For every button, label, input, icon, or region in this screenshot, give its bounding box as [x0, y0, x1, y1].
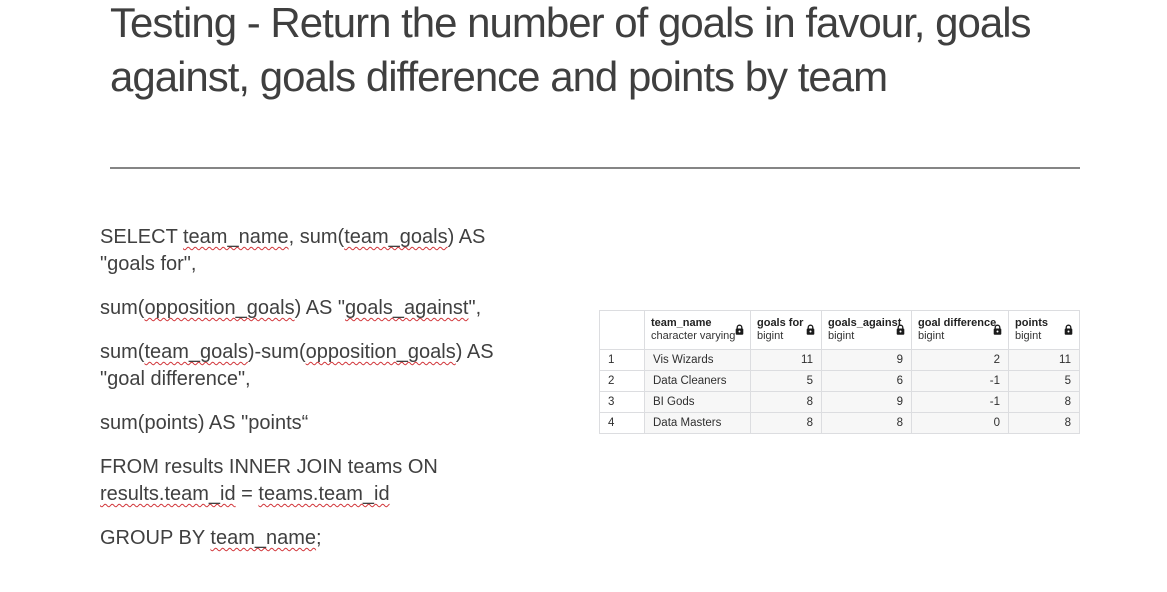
data-cell: Vis Wizards: [644, 349, 751, 371]
table-row: 2 Data Cleaners 5 6 -1 5: [599, 370, 1080, 392]
row-number-cell: 4: [599, 412, 645, 434]
data-cell: 6: [821, 370, 912, 392]
sql-paragraph: FROM results INNER JOIN teams ON results…: [100, 454, 536, 508]
sql-paragraph: sum(points) AS "points“: [100, 410, 536, 437]
result-table: team_name character varying goals for bigin…: [599, 310, 1080, 434]
sql-paragraph: SELECT team_name, sum(team_goals) AS "go…: [100, 224, 536, 278]
data-cell: 2: [911, 349, 1009, 371]
data-cell: BI Gods: [644, 391, 751, 413]
lock-icon: [806, 324, 815, 335]
sql-paragraph: sum(team_goals)-sum(opposition_goals) AS…: [100, 339, 536, 393]
row-number-cell: 3: [599, 391, 645, 413]
column-type: bigint: [757, 330, 784, 342]
sql-token: )-sum(: [247, 341, 306, 363]
sql-query-text: SELECT team_name, sum(team_goals) AS "go…: [100, 224, 536, 569]
misspelled-token: opposition_goals: [144, 297, 295, 319]
data-cell: -1: [911, 391, 1009, 413]
data-cell: 9: [821, 391, 912, 413]
table-row: 4 Data Masters 8 8 0 8: [599, 412, 1080, 434]
data-cell: 8: [750, 391, 822, 413]
column-header-goal-difference: goal difference bigint: [911, 310, 1009, 350]
sql-token: sum(: [100, 341, 145, 363]
sql-paragraph: GROUP BY team_name;: [100, 525, 536, 552]
data-cell: 11: [750, 349, 822, 371]
lock-icon: [735, 324, 744, 335]
data-cell: Data Masters: [644, 412, 751, 434]
data-cell: 8: [821, 412, 912, 434]
sql-paragraph: sum(opposition_goals) AS "goals_against"…: [100, 295, 536, 322]
lock-icon: [896, 324, 905, 335]
query-result-grid: team_name character varying goals for bigin…: [599, 310, 1080, 434]
lock-icon: [993, 324, 1002, 335]
sql-token: ) AS ": [294, 297, 346, 319]
column-name: team_name: [651, 317, 712, 329]
column-name: goals_against: [828, 317, 902, 329]
lock-icon: [1064, 324, 1073, 335]
column-name: points: [1015, 317, 1048, 329]
sql-token: GROUP BY: [100, 527, 211, 549]
data-cell: 8: [1008, 412, 1080, 434]
sql-token: SELECT: [100, 226, 183, 248]
slide-title: Testing - Return the number of goals in …: [110, 0, 1032, 100]
data-cell: Data Cleaners: [644, 370, 751, 392]
row-number-header: [599, 310, 645, 350]
misspelled-token: team_name: [183, 226, 289, 248]
row-number-cell: 1: [599, 349, 645, 371]
data-cell: 11: [1008, 349, 1080, 371]
data-cell: 8: [750, 412, 822, 434]
column-header-goals-against: goals_against bigint: [821, 310, 912, 350]
sql-token: sum(: [100, 297, 145, 319]
column-type: bigint: [828, 330, 855, 342]
sql-token: ) AS "goals for",: [100, 226, 486, 275]
column-name: goal difference: [918, 317, 997, 329]
column-name: goals for: [757, 317, 804, 329]
sql-token: ;: [316, 527, 322, 549]
misspelled-token: team_goals: [144, 341, 248, 363]
data-cell: -1: [911, 370, 1009, 392]
column-type: bigint: [918, 330, 945, 342]
sql-token: =: [235, 483, 259, 505]
misspelled-token: team_goals: [344, 226, 448, 248]
misspelled-token: results.team_id: [100, 483, 236, 505]
row-number-cell: 2: [599, 370, 645, 392]
sql-token: , sum(: [288, 226, 345, 248]
data-cell: 9: [821, 349, 912, 371]
data-cell: 0: [911, 412, 1009, 434]
misspelled-token: opposition_goals: [305, 341, 456, 363]
table-row: 1 Vis Wizards 11 9 2 11: [599, 349, 1080, 371]
misspelled-token: goals_against: [345, 297, 469, 319]
sql-token: ",: [468, 297, 482, 319]
column-type: bigint: [1015, 330, 1042, 342]
table-row: 3 BI Gods 8 9 -1 8: [599, 391, 1080, 413]
title-divider: [110, 167, 1080, 169]
misspelled-token: team_name: [210, 527, 317, 549]
sql-token: ) AS "goal difference",: [100, 341, 494, 390]
sql-token: FROM results INNER JOIN teams ON: [100, 456, 438, 478]
result-table-body: 1 Vis Wizards 11 9 2 11 2 Data Cleaners 5 6 -1 5 3 BI…: [599, 349, 1080, 434]
header-row: team_name character varying goals for bigin…: [599, 310, 1080, 350]
data-cell: 8: [1008, 391, 1080, 413]
data-cell: 5: [1008, 370, 1080, 392]
column-header-points: points bigint: [1008, 310, 1080, 350]
sql-token: sum(points) AS "points“: [100, 412, 309, 434]
column-type: character varying: [651, 330, 736, 342]
column-header-team-name: team_name character varying: [644, 310, 751, 350]
data-cell: 5: [750, 370, 822, 392]
column-header-goals-for: goals for bigint: [750, 310, 822, 350]
result-table-head: team_name character varying goals for bigin…: [599, 310, 1080, 350]
misspelled-token: teams.team_id: [258, 483, 390, 505]
